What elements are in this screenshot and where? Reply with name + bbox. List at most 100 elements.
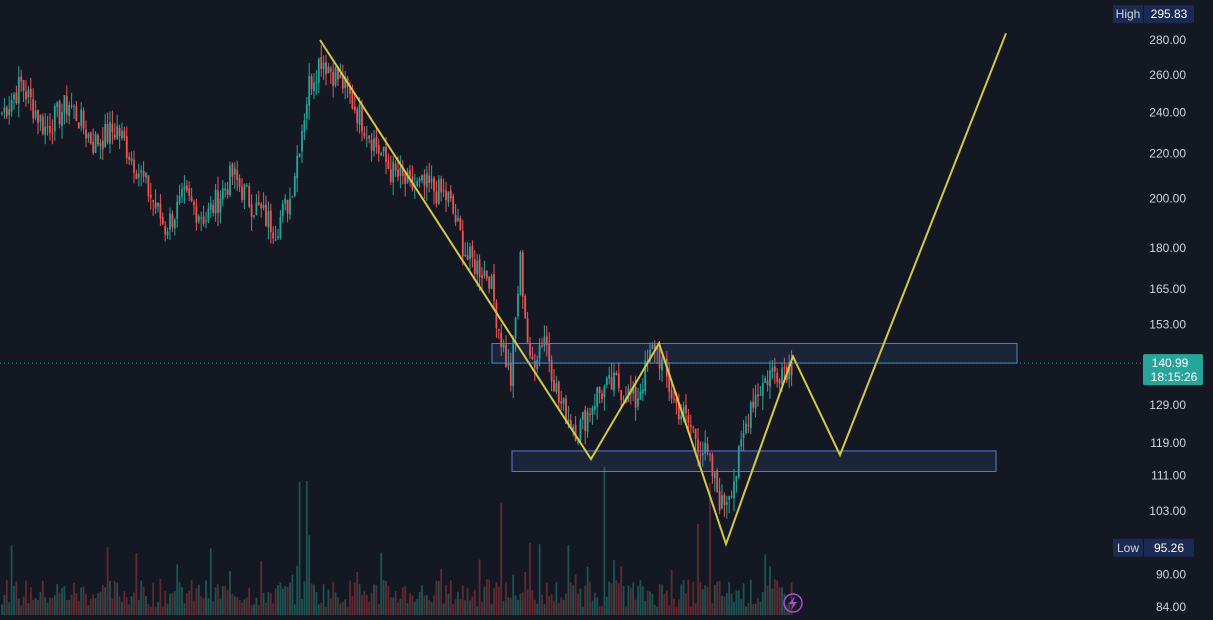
candle-body <box>687 415 690 423</box>
candle <box>85 120 87 148</box>
volume-bar <box>15 581 18 615</box>
volume-bar <box>565 593 567 615</box>
candle-body <box>517 293 519 317</box>
volume-bar <box>733 602 735 615</box>
volume-bar <box>603 466 606 615</box>
candle-body <box>697 439 699 453</box>
candle-body <box>692 427 695 429</box>
candle-body <box>392 161 395 183</box>
volume-bar <box>781 587 783 615</box>
candle <box>742 419 745 451</box>
volume-bar <box>159 579 162 615</box>
volume-bar <box>735 590 738 615</box>
volume-bar <box>135 553 138 615</box>
candle <box>661 356 663 382</box>
candle-body <box>92 142 95 153</box>
lightning-icon[interactable] <box>783 593 803 613</box>
candle <box>20 69 23 92</box>
volume-bar <box>485 579 488 615</box>
candle-body <box>641 389 644 394</box>
candle-body <box>344 76 347 88</box>
volume-bar <box>713 584 716 615</box>
candle <box>173 217 176 236</box>
volume-bar <box>10 545 13 615</box>
candle <box>637 387 639 411</box>
volume-bar <box>389 597 392 615</box>
price-zone <box>511 450 997 473</box>
candle-body <box>147 175 150 197</box>
volume-bar <box>385 580 387 615</box>
candle <box>279 209 282 240</box>
volume-bar <box>82 586 85 615</box>
volume-bar <box>73 582 75 615</box>
volume-bar <box>593 592 596 615</box>
candle-body <box>565 398 567 424</box>
candle <box>401 160 404 185</box>
candle <box>596 386 599 420</box>
candle <box>620 389 623 409</box>
candle-body <box>15 92 18 104</box>
candle-body <box>569 420 572 428</box>
candle-body <box>274 239 277 241</box>
candle <box>329 65 332 84</box>
candle-body <box>159 203 162 219</box>
candle-body <box>1 112 3 114</box>
candle-body <box>757 394 759 397</box>
candle-body <box>265 204 267 226</box>
volume-bar <box>709 482 711 615</box>
candle <box>25 80 27 107</box>
volume-bar <box>269 593 272 615</box>
candle-body <box>545 336 548 345</box>
volume-bar <box>473 589 476 615</box>
candle <box>207 202 210 224</box>
candle <box>219 190 222 224</box>
candle-body <box>761 383 764 396</box>
volume-bar <box>581 606 584 615</box>
candle-body <box>644 360 647 392</box>
volume-bar <box>392 597 395 615</box>
candle <box>123 126 126 142</box>
candle-body <box>135 173 138 180</box>
candle-body <box>236 170 239 180</box>
volume-bar <box>531 589 534 615</box>
candlesticks <box>1 44 793 519</box>
candle <box>615 370 618 376</box>
volume-bar <box>286 586 289 615</box>
volume-bar <box>106 547 109 615</box>
candle <box>728 495 731 514</box>
candle-body <box>277 236 279 239</box>
candle <box>478 254 481 291</box>
candle <box>221 180 224 207</box>
volume-bar <box>305 481 308 615</box>
volume-bar <box>598 606 601 615</box>
candle <box>301 124 303 163</box>
candle <box>183 175 186 204</box>
candle <box>485 270 488 282</box>
candle-body <box>493 273 495 301</box>
candle-body <box>176 201 179 219</box>
candle <box>380 151 383 157</box>
candle <box>749 400 752 435</box>
volume-bar <box>154 606 157 615</box>
candle-body <box>200 217 203 219</box>
candle <box>473 250 476 278</box>
volume-bar <box>577 594 579 615</box>
candle-body <box>197 216 200 222</box>
candle-body <box>452 196 455 214</box>
candle-body <box>49 126 51 133</box>
volume-bar <box>428 599 431 615</box>
candle-body <box>423 174 426 186</box>
candle <box>766 370 769 392</box>
candle-body <box>605 378 608 385</box>
candle-body <box>622 398 625 400</box>
candle <box>730 490 733 499</box>
candle <box>529 336 531 359</box>
volume-bar <box>754 603 757 615</box>
volume-bar <box>649 591 651 615</box>
volume-bar <box>63 586 66 615</box>
candle <box>481 266 483 292</box>
price-axis[interactable]: 280.00 260.00 240.00 220.00 200.00 180.00 165.… <box>1141 0 1213 620</box>
candle <box>773 357 776 385</box>
candle-body <box>65 96 68 115</box>
